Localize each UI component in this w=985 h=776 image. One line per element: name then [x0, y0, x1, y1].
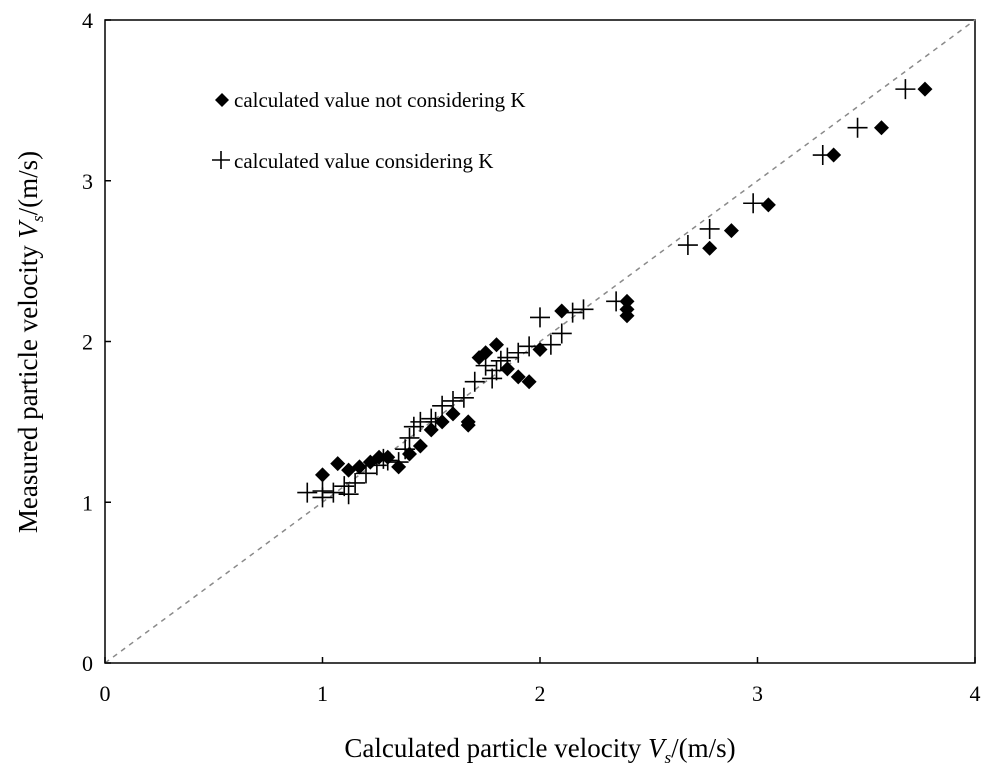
- legend-plus-marker: [212, 151, 230, 169]
- data-point-considering-k: [551, 323, 572, 344]
- y-tick-label: 3: [82, 169, 93, 194]
- data-point-considering-k: [847, 117, 868, 138]
- data-point-not-considering-k: [760, 197, 776, 213]
- data-point-considering-k: [323, 482, 344, 503]
- data-point-not-considering-k: [489, 337, 504, 353]
- data-point-considering-k: [373, 448, 394, 469]
- data-point-not-considering-k: [510, 369, 526, 385]
- data-point-considering-k: [540, 334, 561, 355]
- data-point-considering-k: [519, 336, 540, 357]
- data-point-considering-k: [421, 408, 442, 429]
- data-point-considering-k: [345, 472, 366, 493]
- data-point-considering-k: [388, 452, 409, 473]
- x-tick-label: 3: [752, 681, 763, 706]
- data-point-not-considering-k: [702, 240, 718, 256]
- reference-line: [104, 19, 976, 664]
- data-point-not-considering-k: [315, 467, 330, 483]
- data-point-considering-k: [562, 302, 583, 323]
- y-tick-label: 2: [82, 330, 93, 355]
- data-point-not-considering-k: [917, 81, 933, 97]
- x-axis-title: Calculated particle velocity Vs/(m/s): [344, 733, 735, 767]
- data-point-not-considering-k: [478, 345, 494, 361]
- data-point-considering-k: [573, 299, 594, 320]
- data-point-considering-k: [464, 371, 485, 392]
- data-point-not-considering-k: [445, 406, 461, 422]
- data-point-considering-k: [895, 79, 916, 100]
- data-point-considering-k: [677, 235, 698, 256]
- data-point-not-considering-k: [330, 456, 346, 472]
- series-considering-k: [297, 79, 916, 508]
- data-point-considering-k: [432, 395, 453, 416]
- data-point-not-considering-k: [619, 293, 635, 309]
- data-point-considering-k: [425, 411, 446, 432]
- data-point-considering-k: [497, 347, 518, 368]
- legend-label-considering-k: calculated value considering K: [234, 149, 493, 173]
- data-point-considering-k: [508, 342, 529, 363]
- data-point-not-considering-k: [460, 417, 476, 433]
- data-point-considering-k: [812, 145, 833, 166]
- x-tick-label: 4: [970, 681, 981, 706]
- data-point-not-considering-k: [826, 147, 842, 163]
- data-point-considering-k: [377, 450, 398, 471]
- x-tick-label: 1: [317, 681, 328, 706]
- data-point-considering-k: [334, 476, 355, 497]
- data-point-considering-k: [475, 355, 496, 376]
- data-point-considering-k: [743, 193, 764, 214]
- data-point-considering-k: [443, 390, 463, 411]
- data-point-considering-k: [399, 427, 420, 448]
- y-axis-title: Measured particle velocity Vs/(m/s): [13, 151, 47, 533]
- x-tick-label: 0: [100, 681, 111, 706]
- legend-label-not-considering-k: calculated value not considering K: [234, 88, 526, 112]
- data-point-considering-k: [312, 480, 333, 501]
- data-point-not-considering-k: [351, 459, 367, 475]
- data-point-considering-k: [338, 484, 359, 505]
- data-point-not-considering-k: [873, 120, 889, 136]
- data-point-considering-k: [482, 368, 503, 389]
- legend-entry-not-considering-k: calculated value not considering K: [215, 88, 526, 112]
- y-tick-label: 1: [82, 490, 93, 515]
- data-point-considering-k: [356, 463, 376, 484]
- legend: calculated value not considering K calcu…: [212, 88, 526, 173]
- data-point-considering-k: [297, 482, 318, 503]
- data-point-considering-k: [530, 307, 550, 328]
- legend-diamond-marker: [215, 93, 229, 107]
- data-point-considering-k: [486, 360, 507, 381]
- data-point-not-considering-k: [499, 361, 515, 377]
- data-point-considering-k: [699, 218, 720, 239]
- data-point-not-considering-k: [723, 223, 739, 239]
- data-point-not-considering-k: [554, 303, 570, 319]
- data-point-not-considering-k: [341, 462, 357, 478]
- data-point-not-considering-k: [412, 438, 428, 454]
- legend-entry-considering-k: calculated value considering K: [212, 149, 493, 173]
- data-point-considering-k: [606, 291, 627, 312]
- y-tick-label: 0: [82, 651, 93, 676]
- x-axis-ticks: 0 1 2 3 4: [100, 657, 981, 706]
- data-point-not-considering-k: [521, 374, 537, 390]
- data-point-not-considering-k: [619, 308, 635, 324]
- x-tick-label: 2: [535, 681, 546, 706]
- y-tick-label: 4: [82, 8, 93, 33]
- data-point-considering-k: [395, 439, 416, 460]
- y-axis-ticks: 0 1 2 3 4: [82, 8, 111, 676]
- data-point-considering-k: [453, 387, 474, 408]
